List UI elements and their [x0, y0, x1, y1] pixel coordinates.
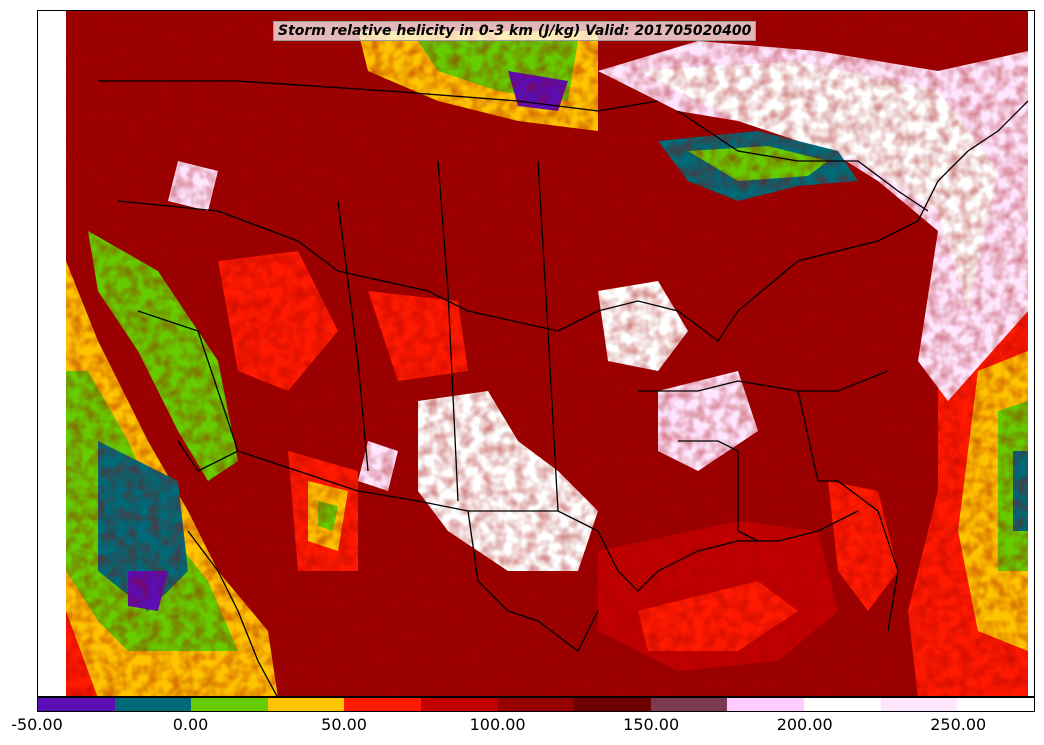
colorbar-segment	[804, 698, 881, 711]
colorbar-segment	[497, 698, 575, 711]
map-title: Storm relative helicity in 0-3 km (J/kg)…	[273, 21, 757, 41]
political-boundaries	[98, 80, 1029, 696]
colorbar-segment	[114, 698, 192, 711]
colorbar-segment	[957, 698, 1034, 711]
map-panel	[37, 10, 1035, 697]
colorbar-tick-label: 200.00	[776, 715, 833, 734]
colorbar-tick-label: -50.00	[11, 715, 63, 734]
colorbar-segment	[267, 698, 345, 711]
colorbar-segment	[38, 698, 115, 711]
colorbar-tick-label: 250.00	[930, 715, 987, 734]
colorbar-segment	[344, 698, 422, 711]
colorbar-segment	[880, 698, 958, 711]
helicity-field-map	[38, 11, 1029, 696]
colorbar-segment	[650, 698, 728, 711]
colorbar-segment	[574, 698, 651, 711]
colorbar-tick-label: 0.00	[172, 715, 209, 734]
colorbar-tick-label: 150.00	[623, 715, 680, 734]
colorbar-tick-label: 50.00	[321, 715, 367, 734]
colorbar-segment	[421, 698, 498, 711]
colorbar-tick-label: 100.00	[469, 715, 526, 734]
helicity-colorbar	[37, 697, 1035, 712]
colorbar-segment	[727, 698, 805, 711]
colorbar-segment	[191, 698, 268, 711]
